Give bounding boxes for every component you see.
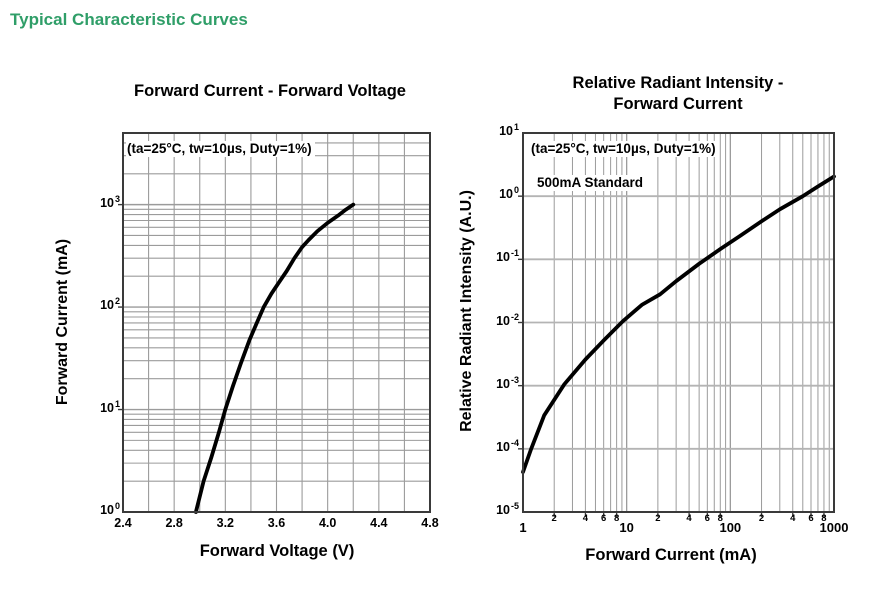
x-minor-tick-label: 8 [821,513,827,524]
x-tick-label: 10 [619,520,634,535]
y-tick-label: 10-4 [496,437,519,454]
iv-curve [194,202,356,514]
x-minor-tick-label: 2 [758,513,765,524]
x-minor-tick-label: 2 [655,513,661,524]
chart-iv-annotation: (ta=25°C, tw=10µs, Duty=1%) [126,141,315,157]
x-tick-label: 1000 [819,520,849,535]
chart-ri-y-axis-label: Relative Radiant Intensity (A.U.) [458,190,475,432]
chart-iv-y-axis-label: Forward Current (mA) [54,238,71,406]
x-minor-tick-label: 4 [790,513,796,524]
y-tick-label: 101 [499,122,519,138]
y-tick-label: 10-2 [496,311,519,328]
page-title: Typical Characteristic Curves [10,10,248,29]
x-minor-tick-label: 4 [582,513,589,524]
y-tick-label: 103 [100,193,120,210]
chart-iv-x-axis-label: Forward Voltage (V) [199,542,355,560]
y-tick-label: 100 [499,185,519,202]
x-minor-tick-label: 2 [551,513,557,524]
y-tick-label: 10-3 [496,374,519,391]
x-tick-label: 3.2 [216,516,235,530]
x-tick-label: 2.4 [114,516,132,530]
x-tick-label: 4.0 [318,516,337,530]
plot-frame [522,132,835,513]
chart-iv-title: Forward Current - Forward Voltage [134,82,406,100]
y-tick-label: 10-5 [496,501,519,517]
ri-curve [521,174,836,474]
x-minor-tick-label: 6 [601,513,607,524]
chart-ri-annotation: (ta=25°C, tw=10µs, Duty=1%) [530,141,719,157]
plot-frame [122,132,431,513]
x-minor-tick-label: 8 [717,513,723,524]
x-minor-tick-label: 8 [613,513,620,524]
x-tick-label: 100 [719,520,742,535]
y-tick-label: 102 [100,296,120,313]
y-tick-label: 100 [100,501,120,517]
x-minor-tick-label: 6 [808,513,814,524]
x-tick-label: 3.6 [267,516,286,530]
x-tick-label: 4.4 [370,516,388,530]
x-tick-label: 4.8 [421,516,439,530]
x-minor-tick-label: 6 [704,513,710,524]
chart-ri-title-line1: Relative Radiant Intensity - [572,74,784,92]
chart-ri-x-axis-label: Forward Current (mA) [585,546,757,564]
x-minor-tick-label: 4 [686,513,692,524]
chart-ri-annotation-standard: 500mA Standard [536,175,647,191]
x-tick-label: 1 [519,520,527,535]
y-tick-label: 101 [100,398,120,415]
y-tick-label: 10-1 [496,248,519,265]
chart-ri-title-line2: Forward Current [613,95,743,113]
x-tick-label: 2.8 [165,516,183,530]
